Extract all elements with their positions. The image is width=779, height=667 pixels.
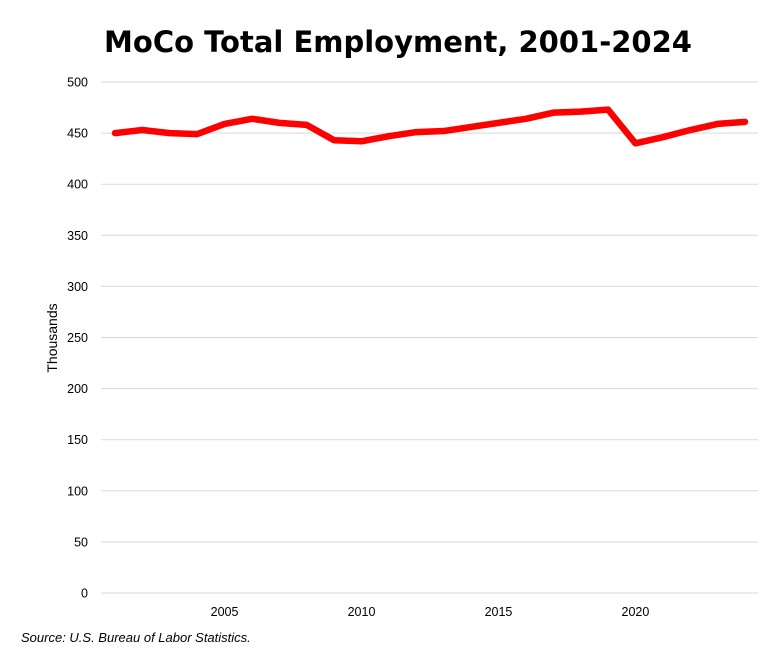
x-axis-ticks: 2005 2010 2015 2020 — [211, 605, 650, 619]
y-tick-label: 450 — [67, 127, 88, 141]
x-tick-label: 2005 — [211, 605, 239, 619]
y-tick-label: 350 — [67, 229, 88, 243]
y-tick-label: 400 — [67, 178, 88, 192]
gridlines — [101, 81, 758, 594]
y-axis-ticks: 0 50 100 150 200 250 300 350 400 450 500 — [67, 76, 88, 601]
y-tick-label: 100 — [67, 484, 88, 498]
y-tick-label: 500 — [67, 76, 88, 90]
chart-title: MoCo Total Employment, 2001-2024 — [104, 25, 692, 59]
y-tick-label: 50 — [74, 535, 88, 549]
y-tick-label: 250 — [67, 331, 88, 345]
series-layer — [111, 106, 749, 147]
y-tick-label: 300 — [67, 280, 88, 294]
y-tick-label: 0 — [81, 587, 88, 601]
series-line-0 — [111, 106, 749, 147]
y-axis-title: Thousands — [44, 303, 60, 372]
x-tick-label: 2015 — [485, 605, 513, 619]
y-tick-label: 150 — [67, 433, 88, 447]
source-note: Source: U.S. Bureau of Labor Statistics. — [21, 630, 251, 645]
y-tick-label: 200 — [67, 382, 88, 396]
x-tick-label: 2020 — [622, 605, 650, 619]
x-tick-label: 2010 — [348, 605, 376, 619]
